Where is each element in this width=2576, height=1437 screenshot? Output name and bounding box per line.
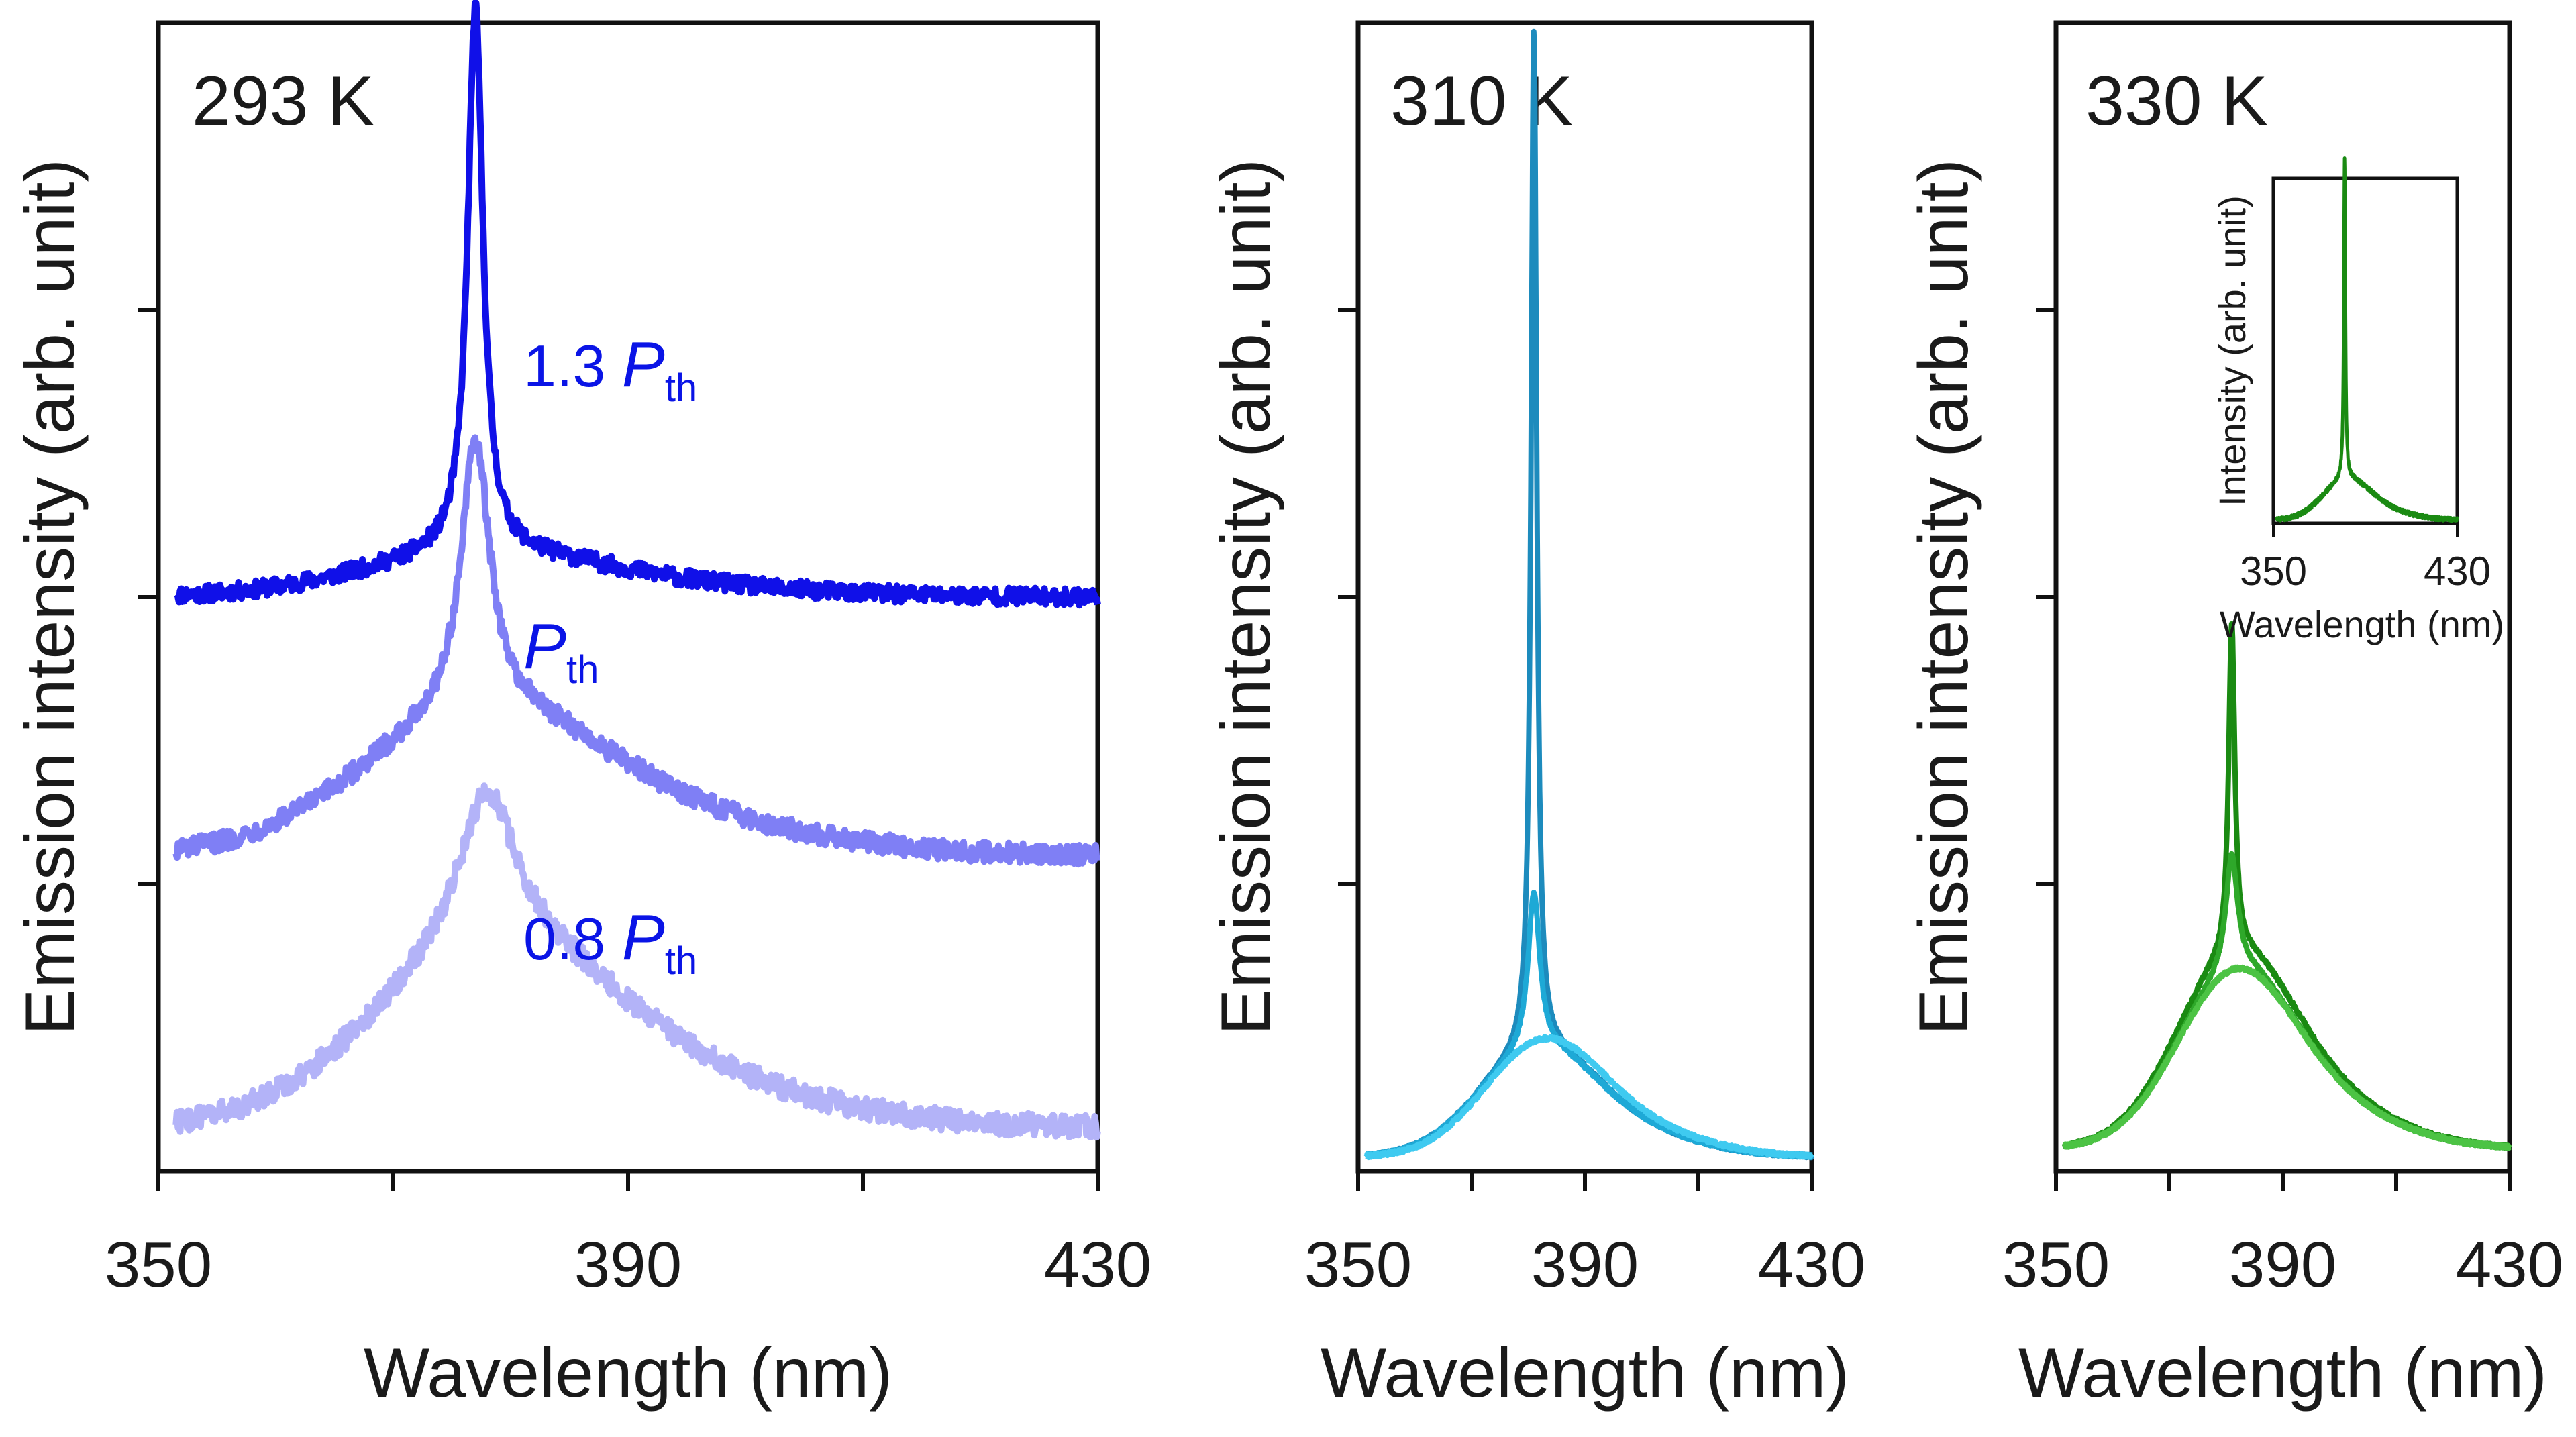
panel-310k-frame — [1355, 20, 1814, 1174]
inset-plot: 350 430 Wavelength (nm) Intensity (arb. … — [2211, 156, 2504, 645]
panel-330k-x-axis-label: Wavelength (nm) — [2018, 1334, 2547, 1412]
panel-310k-x-ticks — [1356, 1171, 1814, 1191]
inset-tick-label-430: 430 — [2424, 549, 2491, 594]
inset-frame — [2271, 176, 2459, 525]
panel-293k-series-line-2 — [172, 434, 1100, 868]
panel-330k-tick-label-350: 350 — [2002, 1229, 2110, 1301]
panel-293k-label: 293 K — [192, 62, 374, 140]
panel-330k-y-ticks — [2036, 308, 2056, 886]
panel-310k-x-axis-label: Wavelength (nm) — [1321, 1334, 1849, 1412]
panel-293k-tick-label-390: 390 — [574, 1229, 682, 1301]
panel-293k-y-ticks — [138, 308, 158, 886]
panel-330k-x-ticks — [2054, 1171, 2512, 1191]
panel-330k: 330 K 350 390 430 Wavelength (nm) Emissi… — [1905, 20, 2563, 1412]
panel-310k-tick-label-350: 350 — [1304, 1229, 1412, 1301]
panel-310k-tick-label-390: 390 — [1531, 1229, 1639, 1301]
panel-293k-x-axis-label: Wavelength (nm) — [364, 1334, 892, 1412]
panel-310k-y-axis-label: Emission intensity (arb. unit) — [1207, 159, 1285, 1035]
panel-310k-series-line-2 — [1364, 890, 1814, 1161]
panel-330k-series-line-3 — [2062, 964, 2512, 1151]
annotation-1-3-pth: 1.3 Pth — [523, 329, 697, 410]
panel-330k-y-axis-label: Emission intensity (arb. unit) — [1905, 159, 1983, 1035]
inset-tick-label-350: 350 — [2240, 549, 2307, 594]
panel-330k-series — [2061, 621, 2512, 1151]
panel-293k-tick-label-350: 350 — [105, 1229, 212, 1301]
panel-310k-y-ticks — [1338, 308, 1358, 886]
inset-series-line-1 — [2275, 156, 2459, 523]
panel-330k-tick-label-390: 390 — [2229, 1229, 2336, 1301]
annotation-pth: Pth — [523, 610, 599, 692]
panel-310k: 310 K 350 390 430 Wavelength (nm) Emissi… — [1207, 20, 1865, 1412]
inset-x-axis-label: Wavelength (nm) — [2220, 603, 2504, 645]
inset-y-axis-label: Intensity (arb. unit) — [2211, 195, 2253, 507]
panel-293k-y-axis-label: Emission intensity (arb. unit) — [11, 159, 89, 1035]
panel-310k-series — [1363, 28, 1814, 1161]
panel-293k-tick-label-430: 430 — [1044, 1229, 1151, 1301]
inset-series — [2275, 156, 2459, 523]
panel-330k-series-line-2 — [2062, 851, 2512, 1151]
panel-293k-series-line-3 — [172, 782, 1101, 1141]
panel-330k-series-line-1 — [2061, 621, 2512, 1151]
panel-293k: 293 K 350 390 430 Wavelength (nm) Emissi… — [11, 0, 1151, 1412]
panel-293k-series-line-1 — [173, 0, 1101, 609]
panel-330k-label: 330 K — [2085, 62, 2268, 140]
panel-293k-x-ticks — [156, 1171, 1100, 1191]
panel-293k-series — [172, 0, 1101, 1141]
panel-310k-tick-label-430: 430 — [1758, 1229, 1865, 1301]
panel-310k-series-line-3 — [1363, 1034, 1814, 1161]
panel-310k-series-line-1 — [1364, 28, 1814, 1161]
panel-330k-tick-label-430: 430 — [2456, 1229, 2563, 1301]
annotation-0-8-pth: 0.8 Pth — [523, 902, 697, 983]
panel-310k-label: 310 K — [1390, 62, 1573, 140]
